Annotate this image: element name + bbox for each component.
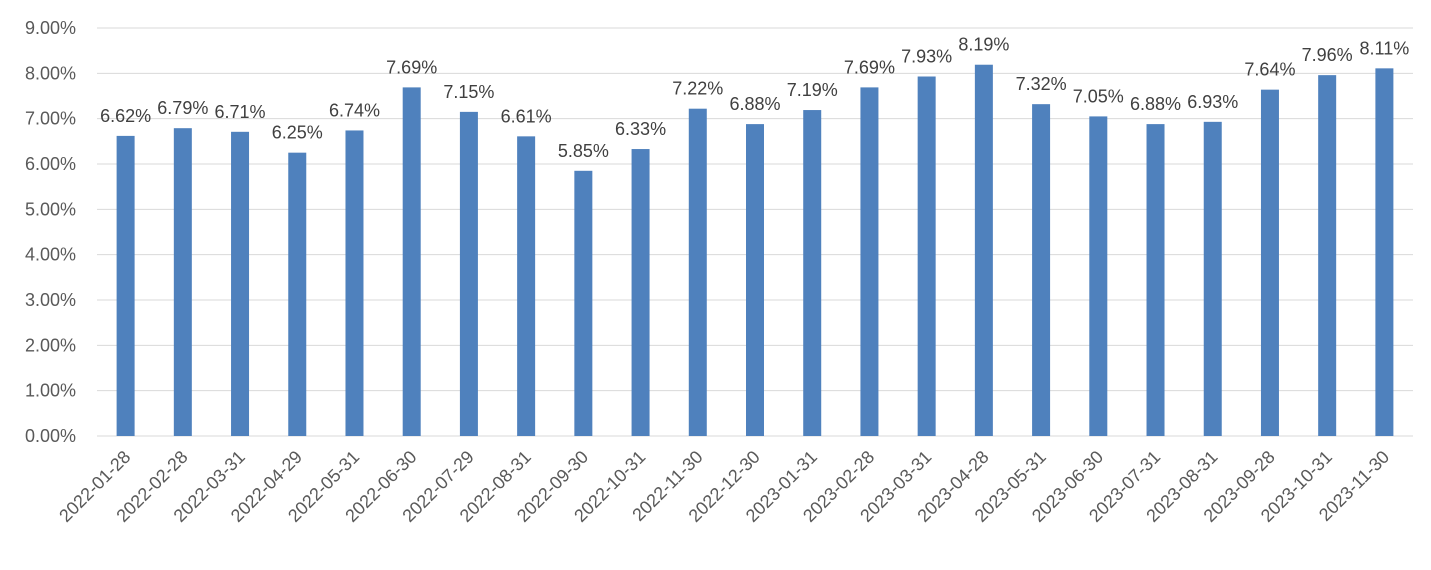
bar-2022-03-31: [231, 131, 250, 436]
y-tick-label: 4.00%: [25, 245, 76, 265]
bar-2023-02-28: [860, 87, 879, 437]
data-label: 8.19%: [958, 35, 1009, 55]
data-label: 8.11%: [1360, 38, 1410, 58]
y-tick-label: 9.00%: [25, 18, 76, 38]
y-axis-tick-labels: 0.00% 1.00% 2.00% 3.00% 4.00% 5.00% 6.00% 7.00%…: [25, 18, 76, 446]
y-tick-label: 5.00%: [25, 199, 76, 219]
data-label: 7.05%: [1073, 86, 1124, 106]
data-label: 6.93%: [1187, 92, 1238, 112]
bar-2022-06-30: [402, 87, 421, 437]
data-label: 6.33%: [615, 119, 666, 139]
bar-2022-11-30: [688, 108, 707, 437]
bar-2022-10-31: [631, 149, 650, 437]
data-label: 6.62%: [100, 106, 151, 126]
data-label: 6.88%: [1130, 94, 1181, 114]
y-tick-label: 2.00%: [25, 335, 76, 355]
bar-2023-10-31: [1318, 75, 1337, 436]
data-label: 7.64%: [1244, 60, 1295, 80]
y-tick-label: 1.00%: [25, 381, 76, 401]
data-label: 7.32%: [1016, 74, 1067, 94]
bar-2023-06-30: [1089, 116, 1108, 437]
data-label: 6.88%: [729, 94, 780, 114]
bars: [116, 64, 1394, 437]
data-label: 5.85%: [558, 141, 609, 161]
bar-2022-07-29: [459, 111, 478, 436]
data-label: 7.19%: [787, 80, 838, 100]
data-label: 6.74%: [329, 100, 380, 120]
data-label: 7.93%: [901, 47, 952, 67]
data-labels: 6.62% 6.79% 6.71% 6.25% 6.74% 7.69% 7.15% 6.61%…: [100, 35, 1409, 161]
bar-2023-01-31: [803, 110, 822, 436]
bar-2022-04-29: [288, 152, 307, 436]
data-label: 6.71%: [215, 102, 266, 122]
y-tick-label: 8.00%: [25, 63, 76, 83]
data-label: 7.69%: [386, 57, 437, 77]
bar-2023-04-28: [974, 64, 993, 436]
bar-2023-11-30: [1375, 68, 1394, 436]
data-label: 7.22%: [672, 79, 723, 99]
bar-2022-02-28: [173, 128, 192, 437]
bar-2023-07-31: [1146, 124, 1165, 437]
y-tick-label: 0.00%: [25, 426, 76, 446]
y-tick-label: 7.00%: [25, 109, 76, 129]
bar-2022-09-30: [574, 170, 593, 437]
data-label: 6.61%: [501, 106, 552, 126]
y-tick-label: 3.00%: [25, 290, 76, 310]
bar-2023-03-31: [917, 76, 936, 437]
bar-2022-05-31: [345, 130, 364, 436]
data-label: 7.96%: [1302, 45, 1353, 65]
data-label: 6.79%: [157, 98, 208, 118]
data-label: 6.25%: [272, 123, 323, 143]
data-label: 7.15%: [443, 82, 494, 102]
bar-2023-09-28: [1260, 89, 1279, 437]
bar-2023-05-31: [1032, 104, 1051, 436]
bar-2023-08-31: [1203, 121, 1222, 436]
bar-2022-08-31: [517, 136, 536, 436]
bar-2022-12-30: [746, 124, 764, 437]
data-label: 7.69%: [844, 57, 895, 77]
x-axis-tick-labels: 2022-01-282022-02-282022-03-312022-04-29…: [55, 447, 1393, 526]
y-tick-label: 6.00%: [25, 154, 76, 174]
bar-2022-01-28: [116, 135, 135, 437]
